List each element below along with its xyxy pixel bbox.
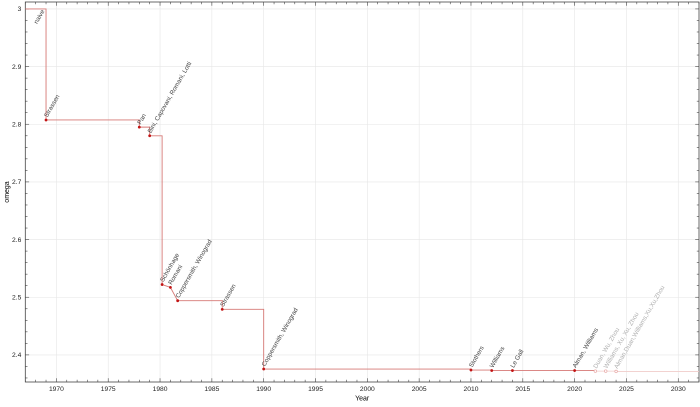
svg-text:2030: 2030 xyxy=(671,386,686,393)
svg-text:2020: 2020 xyxy=(567,386,582,393)
svg-text:1975: 1975 xyxy=(101,386,116,393)
svg-text:1990: 1990 xyxy=(256,386,271,393)
svg-text:2015: 2015 xyxy=(515,386,530,393)
svg-text:2000: 2000 xyxy=(360,386,375,393)
svg-text:2005: 2005 xyxy=(412,386,427,393)
svg-text:3: 3 xyxy=(18,6,22,13)
svg-text:2.8: 2.8 xyxy=(12,122,22,129)
svg-text:2025: 2025 xyxy=(619,386,634,393)
svg-text:2.4: 2.4 xyxy=(12,352,22,359)
svg-text:2010: 2010 xyxy=(464,386,479,393)
svg-text:2.7: 2.7 xyxy=(12,179,22,186)
svg-text:2.5: 2.5 xyxy=(12,295,22,302)
svg-text:1985: 1985 xyxy=(204,386,219,393)
svg-text:Year: Year xyxy=(355,396,370,403)
svg-text:1995: 1995 xyxy=(308,386,323,393)
svg-text:1980: 1980 xyxy=(153,386,168,393)
svg-text:2.6: 2.6 xyxy=(12,237,22,244)
svg-text:omega: omega xyxy=(4,181,11,203)
svg-text:1970: 1970 xyxy=(49,386,64,393)
svg-text:2.9: 2.9 xyxy=(12,64,22,71)
